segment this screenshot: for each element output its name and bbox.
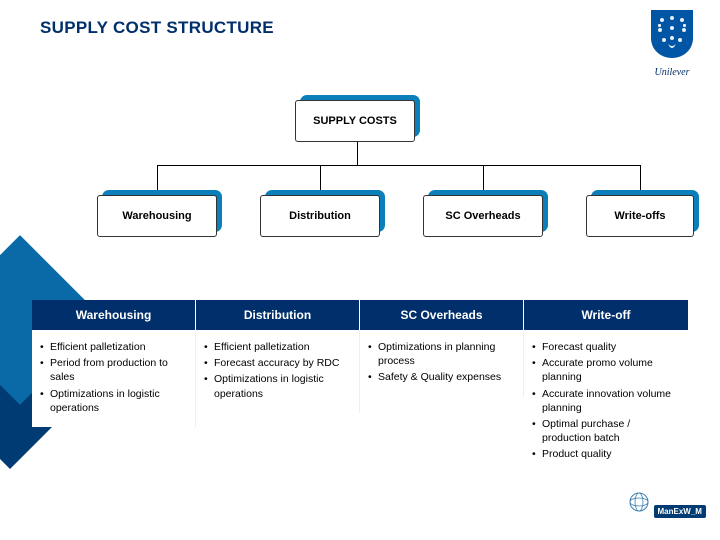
table-col: Distribution •Efficient palletization •F… [196, 300, 360, 473]
unilever-shield-icon [648, 8, 696, 60]
org-child-label: Distribution [260, 195, 380, 237]
org-root-label: SUPPLY COSTS [295, 100, 415, 142]
list-item: •Optimal purchase / production batch [532, 417, 680, 445]
org-root: SUPPLY COSTS [300, 95, 420, 137]
list-item: •Optimizations in planning process [368, 340, 515, 368]
connector [157, 165, 640, 166]
org-child: SC Overheads [428, 190, 548, 232]
list-item: •Efficient palletization [204, 340, 351, 354]
org-child: Write-offs [591, 190, 699, 232]
col-header: Distribution [196, 300, 360, 330]
org-chart: SUPPLY COSTS Warehousing Distribution SC… [0, 95, 720, 265]
table-col: Warehousing •Efficient palletization •Pe… [32, 300, 196, 473]
footer-logo-text: ManExW_M [654, 505, 706, 518]
col-body: •Forecast quality •Accurate promo volume… [524, 330, 688, 473]
col-body: •Efficient palletization •Period from pr… [32, 330, 196, 427]
list-item: •Period from production to sales [40, 356, 187, 384]
page-title: SUPPLY COST STRUCTURE [40, 18, 274, 38]
col-header: Write-off [524, 300, 688, 330]
footer-logo: ManExW_M [625, 492, 710, 532]
brand-logo: Unilever [642, 8, 702, 78]
org-child-label: SC Overheads [423, 195, 543, 237]
list-item: •Optimizations in logistic operations [40, 387, 187, 415]
connector [357, 142, 358, 165]
detail-table: Warehousing •Efficient palletization •Pe… [32, 300, 688, 473]
col-header: SC Overheads [360, 300, 524, 330]
list-item: •Optimizations in logistic operations [204, 372, 351, 400]
list-item: •Safety & Quality expenses [368, 370, 515, 384]
col-header: Warehousing [32, 300, 196, 330]
list-item: •Forecast quality [532, 340, 680, 354]
list-item: •Forecast accuracy by RDC [204, 356, 351, 370]
globe-icon [629, 492, 649, 512]
table-col: Write-off •Forecast quality •Accurate pr… [524, 300, 688, 473]
table-col: SC Overheads •Optimizations in planning … [360, 300, 524, 473]
list-item: •Accurate innovation volume planning [532, 387, 680, 415]
col-body: •Efficient palletization •Forecast accur… [196, 330, 360, 413]
list-item: •Efficient palletization [40, 340, 187, 354]
org-child-label: Write-offs [586, 195, 694, 237]
org-child: Warehousing [102, 190, 222, 232]
brand-name: Unilever [642, 67, 702, 78]
list-item: •Accurate promo volume planning [532, 356, 680, 384]
list-item: •Product quality [532, 447, 680, 461]
org-child-label: Warehousing [97, 195, 217, 237]
org-child: Distribution [265, 190, 385, 232]
col-body: •Optimizations in planning process •Safe… [360, 330, 524, 397]
